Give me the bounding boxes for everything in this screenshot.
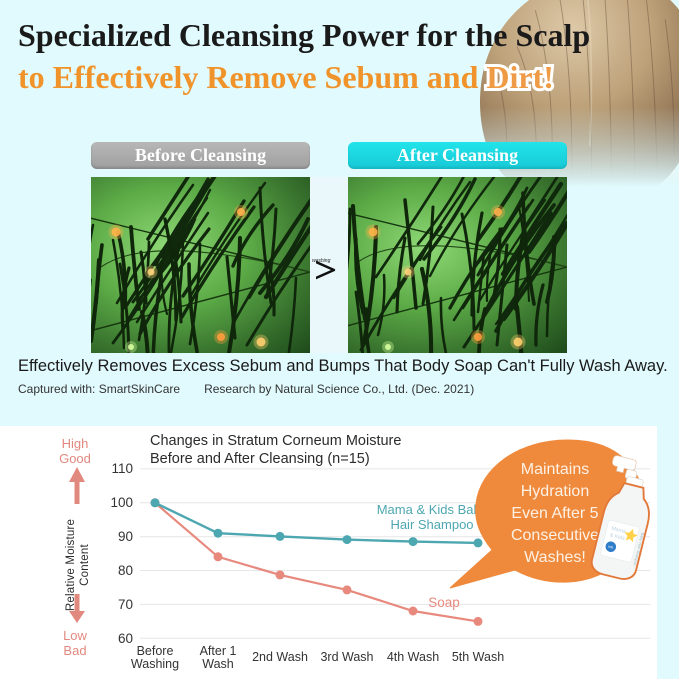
svg-text:Washes!: Washes! <box>524 549 586 566</box>
svg-text:100: 100 <box>110 495 133 510</box>
svg-text:Hydration: Hydration <box>521 483 589 500</box>
svg-text:After 1: After 1 <box>200 644 237 658</box>
svg-text:60: 60 <box>118 631 133 646</box>
svg-text:4th Wash: 4th Wash <box>387 650 439 664</box>
svg-text:90: 90 <box>118 529 133 544</box>
svg-text:Even After 5: Even After 5 <box>511 505 598 522</box>
svg-text:Washing: Washing <box>131 657 179 671</box>
svg-text:5th Wash: 5th Wash <box>452 650 504 664</box>
svg-text:80: 80 <box>118 563 133 578</box>
svg-text:110: 110 <box>111 461 133 476</box>
svg-text:Maintains: Maintains <box>521 461 589 478</box>
svg-text:2nd Wash: 2nd Wash <box>252 650 308 664</box>
svg-text:Wash: Wash <box>202 657 234 671</box>
svg-text:Before: Before <box>137 644 174 658</box>
svg-text:3rd Wash: 3rd Wash <box>320 650 373 664</box>
svg-text:70: 70 <box>118 597 133 612</box>
